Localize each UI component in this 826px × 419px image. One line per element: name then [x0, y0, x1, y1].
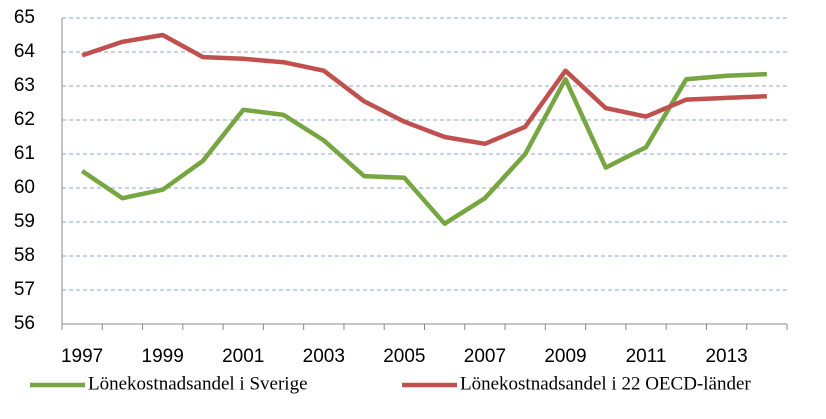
- y-tick-label: 61: [14, 143, 35, 164]
- x-tick-label: 2003: [303, 346, 345, 367]
- x-tick-label: 2013: [705, 346, 747, 367]
- x-tick-label: 2011: [626, 346, 667, 367]
- x-tick-label: 1997: [61, 346, 103, 367]
- y-tick-label: 58: [14, 245, 35, 266]
- x-tick-label: 2009: [544, 346, 586, 367]
- y-tick-label: 64: [14, 41, 36, 62]
- legend-label: Lönekostnadsandel i 22 OECD-länder: [460, 373, 751, 394]
- y-tick-label: 57: [14, 279, 35, 300]
- x-tick-label: 2007: [464, 346, 506, 367]
- line-series: [80, 71, 767, 226]
- y-tick-label: 63: [14, 75, 35, 96]
- y-tick-label: 60: [14, 177, 35, 198]
- y-tick-label: 59: [14, 211, 35, 232]
- y-tick-label: 56: [14, 313, 35, 334]
- x-tick-label: 1999: [142, 346, 184, 367]
- x-tick-label: 2001: [222, 346, 264, 367]
- x-tick-label: 2005: [383, 346, 425, 367]
- legend-label: Lönekostnadsandel i Sverige: [88, 373, 308, 394]
- y-tick-label: 62: [14, 109, 35, 130]
- y-tick-label: 65: [14, 7, 35, 28]
- line-series: [81, 32, 767, 147]
